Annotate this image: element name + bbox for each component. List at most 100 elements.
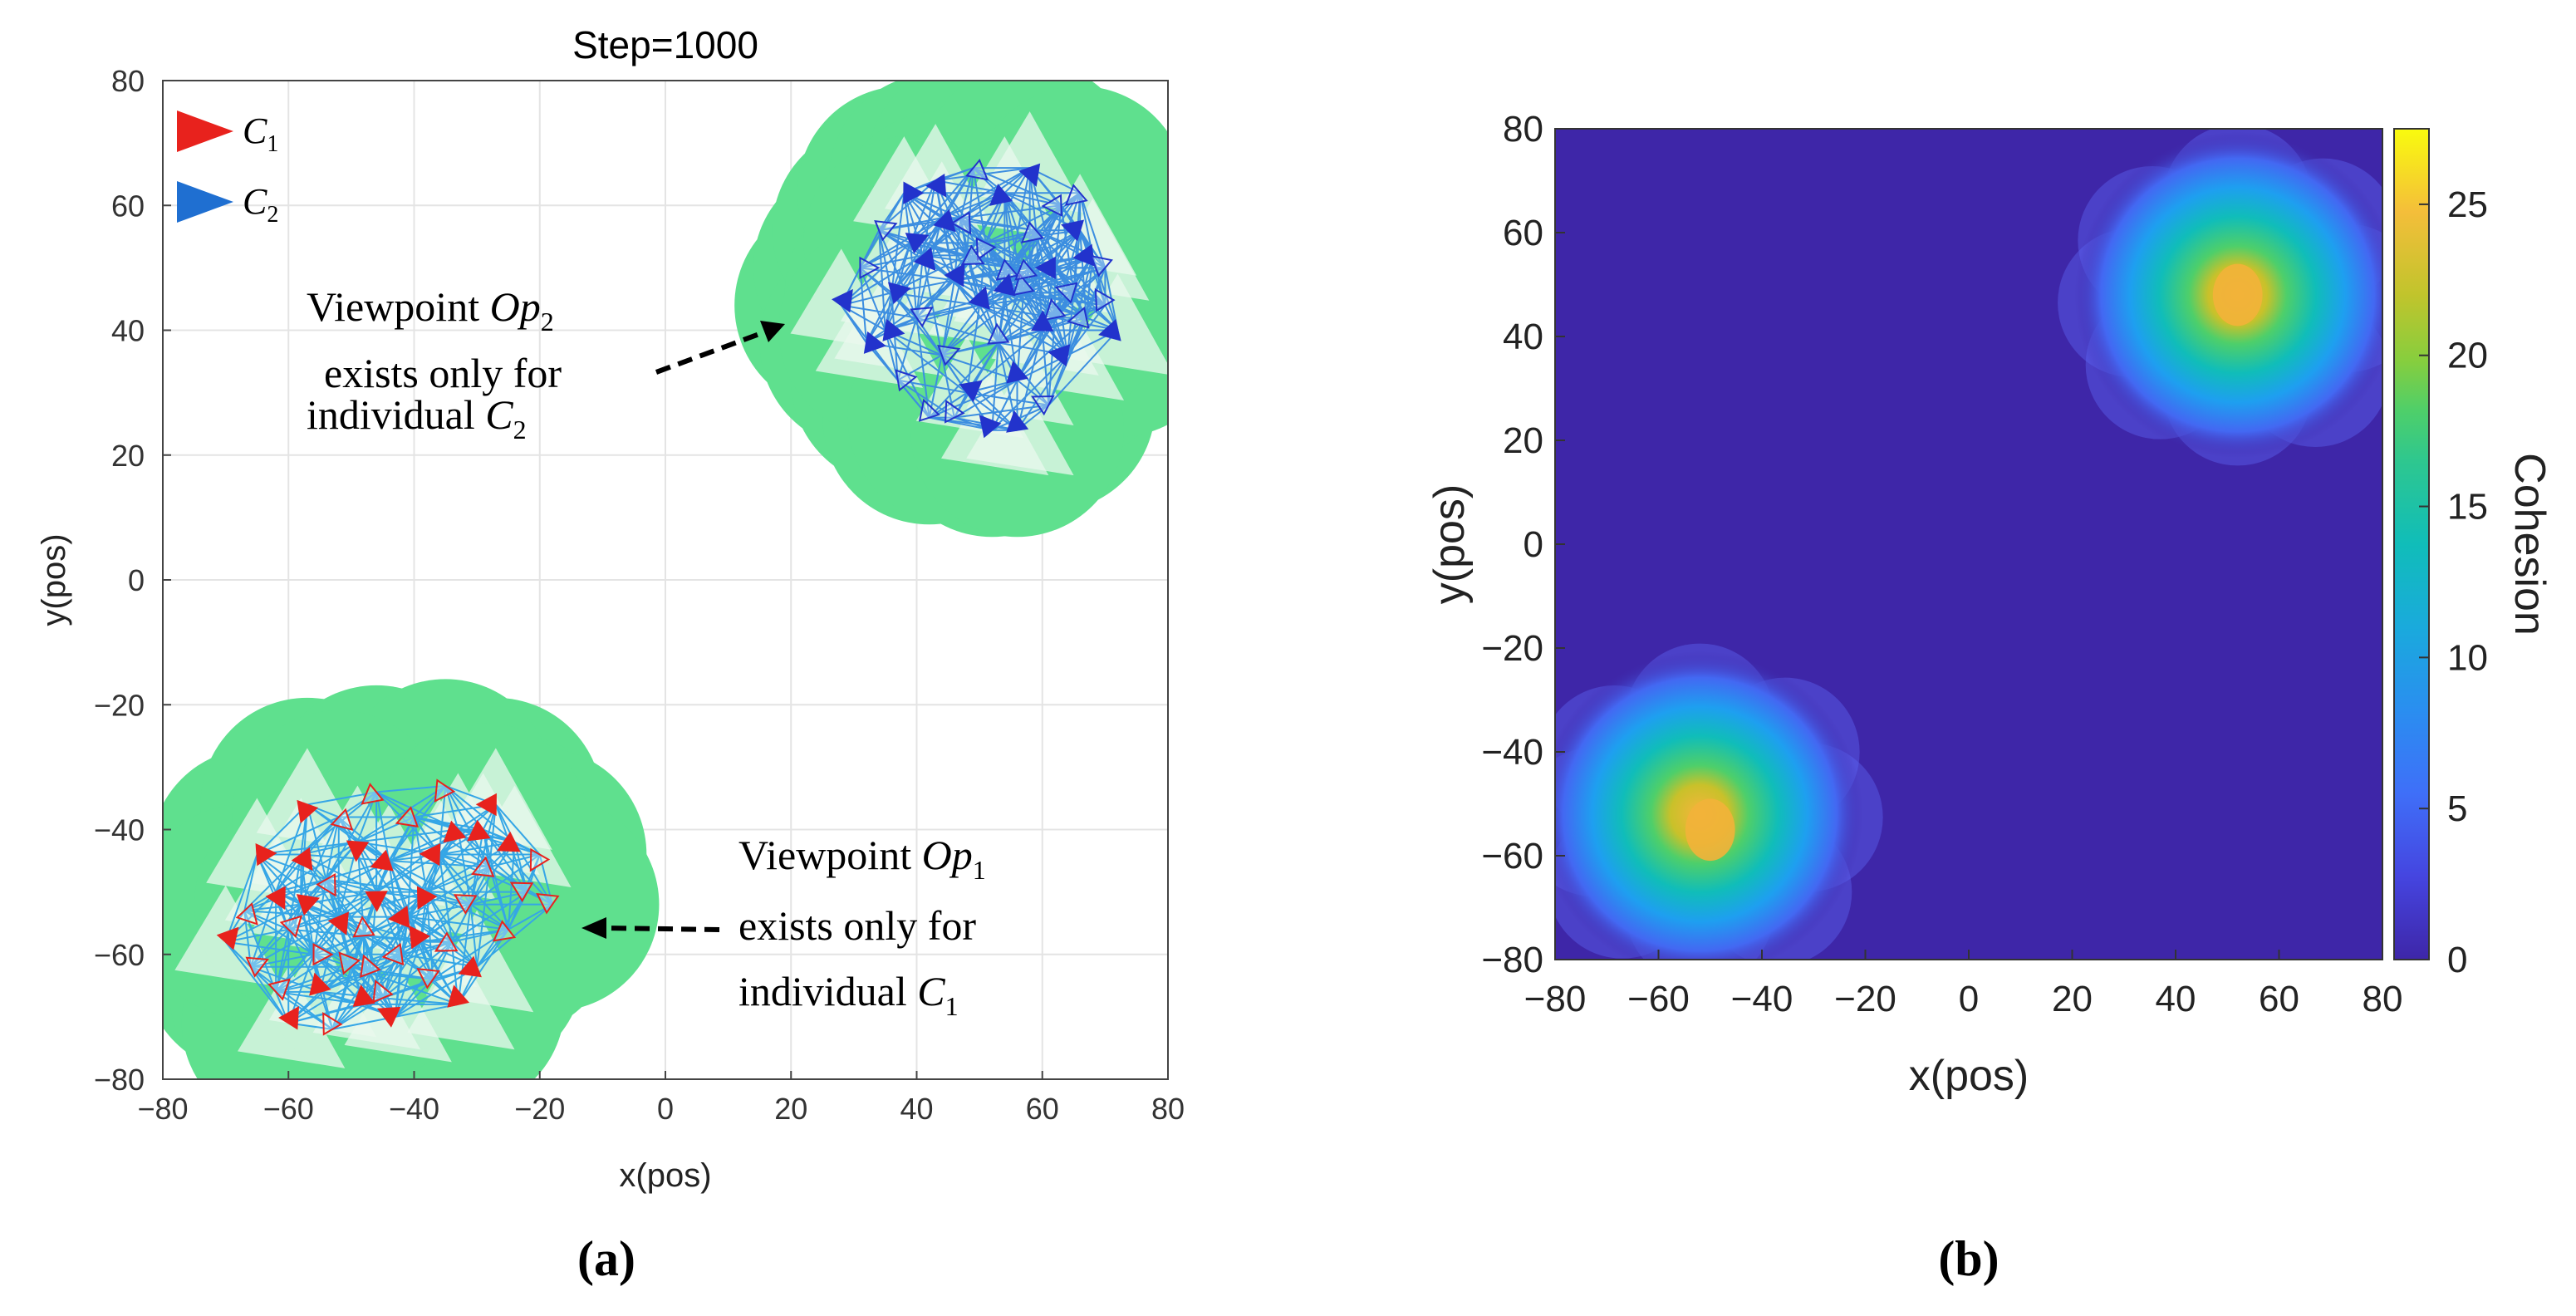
connection-line bbox=[928, 341, 999, 419]
cluster-c1 bbox=[163, 679, 660, 1079]
agent-marker-c1 bbox=[291, 847, 313, 872]
x-tick-label: −60 bbox=[263, 1092, 314, 1126]
connection-line bbox=[985, 204, 1062, 244]
connection-line bbox=[940, 355, 955, 418]
connection-line bbox=[338, 860, 390, 918]
connection-line bbox=[878, 229, 911, 244]
connection-line bbox=[375, 791, 415, 818]
connection-line bbox=[878, 230, 886, 331]
connection-line bbox=[935, 167, 1030, 182]
connection-line bbox=[495, 803, 541, 856]
connection-line bbox=[413, 817, 428, 892]
connection-line bbox=[275, 990, 365, 1005]
agent-marker-c2 bbox=[987, 322, 1010, 345]
connection-line bbox=[910, 167, 974, 243]
connection-line bbox=[457, 904, 472, 1004]
agent-marker-c2 bbox=[1006, 361, 1029, 384]
agent-marker-c1 bbox=[255, 842, 277, 867]
panel-a-x-label: x(pos) bbox=[619, 1157, 711, 1194]
y-tick-label: 0 bbox=[128, 563, 145, 597]
connection-line bbox=[375, 853, 440, 893]
connection-line bbox=[1035, 230, 1056, 318]
panel-a-y-ticks: −80 −60 −40 −20 0 20 40 60 80 bbox=[94, 64, 171, 1097]
agent-marker-c2 bbox=[979, 415, 1002, 439]
connection-line bbox=[966, 168, 974, 256]
agent-marker-c1 bbox=[492, 920, 517, 942]
x-tick-label: −20 bbox=[1834, 979, 1896, 1019]
agent-marker-c2 bbox=[1034, 256, 1056, 280]
connection-line bbox=[896, 317, 918, 381]
y-tick-label: 80 bbox=[1503, 109, 1543, 150]
connection-line bbox=[1053, 230, 1082, 318]
connection-line bbox=[1048, 329, 1119, 406]
connection-line bbox=[338, 816, 390, 862]
connection-line bbox=[414, 816, 483, 831]
panel-a: Step=1000 −80 −60 −40 −20 0 20 40 60 80 −80 −60 −4… bbox=[36, 23, 1185, 1286]
connection-line bbox=[940, 280, 955, 356]
agent-marker-c2 bbox=[945, 400, 965, 424]
connection-line bbox=[375, 791, 440, 856]
connection-line bbox=[325, 817, 340, 880]
agent-marker-c1 bbox=[361, 783, 385, 805]
connection-line bbox=[1028, 204, 1062, 268]
x-tick-label: −40 bbox=[389, 1092, 439, 1126]
agent-marker-c2 bbox=[1018, 163, 1041, 187]
colorbar-tick-label: 10 bbox=[2447, 637, 2488, 678]
panel-b-y-ticks: −80 −60 −40 −20 0 20 40 60 80 bbox=[1481, 109, 1565, 980]
connection-line bbox=[256, 853, 302, 906]
agent-marker-c2 bbox=[874, 219, 898, 242]
agent-marker-c1 bbox=[387, 905, 410, 929]
connection-line bbox=[469, 853, 541, 906]
connection-line bbox=[885, 304, 980, 331]
agent-marker-c1 bbox=[381, 943, 405, 966]
panel-b-x-ticks: −80 −60 −40 −20 0 20 40 60 80 bbox=[1524, 950, 2402, 1019]
connection-line bbox=[841, 242, 911, 307]
agent-marker-c2 bbox=[913, 247, 936, 271]
legend-c2-marker bbox=[177, 181, 233, 223]
connection-line bbox=[420, 940, 478, 968]
agent-marker-c1 bbox=[372, 980, 394, 1004]
agent-marker-c1 bbox=[265, 886, 286, 911]
connection-line bbox=[929, 391, 968, 419]
agent-marker-c2 bbox=[918, 398, 940, 422]
agent-marker-c1 bbox=[352, 985, 375, 1007]
connection-line bbox=[941, 167, 1031, 219]
x-tick-label: 60 bbox=[2259, 979, 2299, 1019]
connection-line bbox=[1060, 192, 1081, 207]
connection-line bbox=[300, 817, 340, 906]
agent-marker-c2 bbox=[905, 233, 930, 254]
agent-marker-c2 bbox=[903, 181, 925, 204]
connection-line bbox=[406, 817, 415, 917]
connection-line bbox=[250, 965, 333, 1030]
connection-line bbox=[915, 254, 968, 319]
x-tick-label: −60 bbox=[1627, 979, 1690, 1019]
connection-line bbox=[275, 904, 302, 993]
agent-marker-c2 bbox=[1098, 318, 1121, 341]
agent-marker-c1 bbox=[529, 847, 551, 872]
agent-marker-c2 bbox=[1014, 258, 1038, 281]
connection-line bbox=[1053, 205, 1062, 268]
colorbar-label: Cohesion bbox=[2505, 453, 2554, 636]
connection-line bbox=[526, 854, 541, 892]
connection-line bbox=[469, 904, 478, 967]
connection-line bbox=[306, 804, 327, 880]
connection-line bbox=[275, 929, 290, 993]
connection-line bbox=[256, 854, 290, 931]
connection-line bbox=[287, 966, 352, 1024]
connection-line bbox=[394, 941, 422, 1018]
agent-marker-c2 bbox=[1072, 243, 1095, 267]
cohesion-hotspot bbox=[2058, 129, 2382, 466]
annotation-op2-arrowhead bbox=[760, 321, 785, 342]
y-tick-label: −20 bbox=[94, 688, 145, 722]
agent-marker-c1 bbox=[416, 968, 440, 989]
agent-marker-c1 bbox=[434, 931, 459, 952]
connection-line bbox=[1060, 205, 1075, 293]
connection-line bbox=[915, 317, 930, 418]
agent-marker-c2 bbox=[1094, 287, 1116, 312]
connection-line bbox=[338, 791, 377, 818]
connection-line bbox=[476, 929, 509, 968]
agent-marker-c2 bbox=[887, 282, 911, 304]
connection-line bbox=[331, 1004, 365, 1030]
panel-b-label: (b) bbox=[1938, 1231, 1999, 1286]
panel-a-x-ticks: −80 −60 −40 −20 0 20 40 60 80 bbox=[137, 1071, 1185, 1126]
